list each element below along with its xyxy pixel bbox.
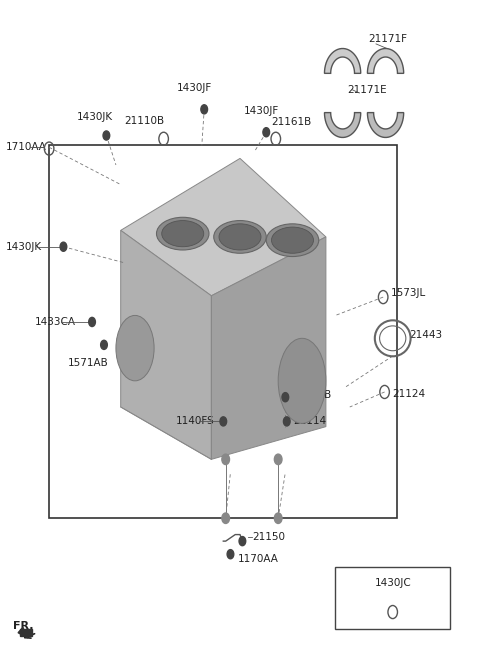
Circle shape bbox=[89, 317, 96, 327]
Polygon shape bbox=[367, 112, 404, 137]
Polygon shape bbox=[324, 112, 361, 137]
Polygon shape bbox=[120, 231, 211, 459]
Text: 1430JK: 1430JK bbox=[76, 112, 112, 122]
Polygon shape bbox=[18, 627, 28, 638]
Polygon shape bbox=[324, 49, 361, 74]
Ellipse shape bbox=[266, 224, 319, 256]
Circle shape bbox=[222, 454, 229, 464]
Text: 21110B: 21110B bbox=[124, 116, 165, 125]
Text: 21114: 21114 bbox=[293, 417, 326, 426]
Text: 1170AA: 1170AA bbox=[238, 554, 278, 564]
Ellipse shape bbox=[162, 221, 204, 247]
Circle shape bbox=[222, 513, 229, 524]
Ellipse shape bbox=[278, 338, 326, 423]
Polygon shape bbox=[367, 49, 404, 74]
Text: 1573JL: 1573JL bbox=[390, 288, 426, 298]
Text: FR.: FR. bbox=[13, 621, 34, 631]
Ellipse shape bbox=[116, 315, 154, 381]
Text: 1433CA: 1433CA bbox=[35, 317, 76, 327]
Circle shape bbox=[220, 417, 227, 426]
Circle shape bbox=[60, 242, 67, 251]
Ellipse shape bbox=[219, 224, 261, 250]
Circle shape bbox=[275, 513, 282, 524]
Text: 1430JC: 1430JC bbox=[374, 578, 411, 588]
Polygon shape bbox=[21, 629, 33, 636]
Circle shape bbox=[239, 537, 246, 546]
Ellipse shape bbox=[214, 221, 266, 253]
Text: 21150: 21150 bbox=[252, 532, 285, 541]
Text: 1710AA: 1710AA bbox=[6, 143, 47, 152]
Circle shape bbox=[103, 131, 110, 140]
Ellipse shape bbox=[272, 227, 313, 253]
Text: 21124: 21124 bbox=[392, 389, 425, 399]
Text: 21443: 21443 bbox=[409, 330, 443, 340]
Text: 1430JF: 1430JF bbox=[177, 83, 212, 93]
Circle shape bbox=[275, 454, 282, 464]
Text: 21171F: 21171F bbox=[369, 34, 408, 44]
Text: 21171E: 21171E bbox=[348, 85, 387, 95]
Ellipse shape bbox=[156, 217, 209, 250]
Circle shape bbox=[227, 550, 234, 559]
Text: 1430JF: 1430JF bbox=[244, 106, 279, 116]
Polygon shape bbox=[120, 158, 326, 296]
Polygon shape bbox=[211, 237, 326, 459]
Circle shape bbox=[283, 417, 290, 426]
Circle shape bbox=[263, 127, 270, 137]
Text: 1140FS: 1140FS bbox=[176, 417, 215, 426]
Circle shape bbox=[101, 340, 108, 350]
Circle shape bbox=[282, 393, 288, 402]
Circle shape bbox=[201, 104, 207, 114]
Text: 21161B: 21161B bbox=[271, 117, 311, 127]
Text: 1430JK: 1430JK bbox=[6, 242, 42, 252]
Text: 1571AB: 1571AB bbox=[68, 358, 109, 368]
Text: 22124B: 22124B bbox=[291, 390, 332, 400]
